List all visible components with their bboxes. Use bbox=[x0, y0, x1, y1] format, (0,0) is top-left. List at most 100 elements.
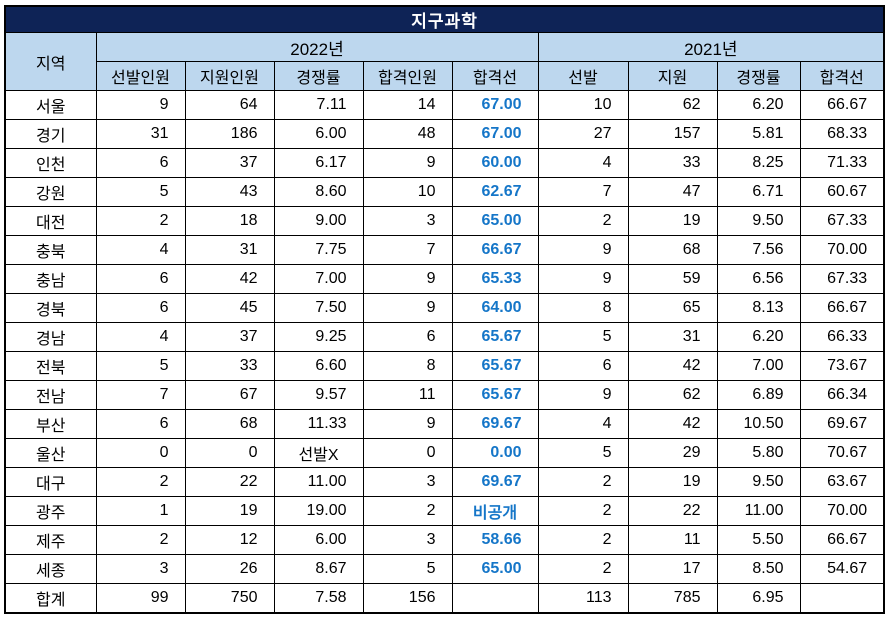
value-cell: 0 bbox=[184, 438, 275, 468]
value-cell: 65.00 bbox=[451, 206, 539, 236]
value-cell: 31 bbox=[95, 119, 186, 149]
value-cell: 29 bbox=[627, 438, 718, 468]
value-cell: 11.00 bbox=[716, 496, 801, 526]
table-row: 제주 2 12 6.00 3 58.66 2 11 5.50 66.67 bbox=[4, 525, 885, 555]
region-cell: 광주 bbox=[4, 496, 97, 526]
value-cell: 69.67 bbox=[451, 467, 539, 497]
value-cell: 6.20 bbox=[716, 90, 801, 120]
value-cell: 6 bbox=[95, 293, 186, 323]
value-cell: 4 bbox=[537, 148, 629, 178]
value-cell: 6.95 bbox=[716, 583, 801, 613]
region-cell: 부산 bbox=[4, 409, 97, 439]
value-cell: 785 bbox=[627, 583, 718, 613]
value-cell: 7 bbox=[537, 177, 629, 207]
value-cell: 71.33 bbox=[799, 148, 885, 178]
region-cell: 충남 bbox=[4, 264, 97, 294]
value-cell: 14 bbox=[362, 90, 453, 120]
value-cell: 9 bbox=[537, 235, 629, 265]
value-cell: 4 bbox=[95, 322, 186, 352]
value-cell: 67.33 bbox=[799, 264, 885, 294]
value-cell: 7.50 bbox=[273, 293, 364, 323]
value-cell: 7.11 bbox=[273, 90, 364, 120]
value-cell: 9.00 bbox=[273, 206, 364, 236]
value-cell: 9 bbox=[362, 148, 453, 178]
value-cell: 8.50 bbox=[716, 554, 801, 584]
region-cell: 합계 bbox=[4, 583, 97, 613]
table-row: 전남 7 67 9.57 11 65.67 9 62 6.89 66.34 bbox=[4, 380, 885, 410]
col-header-2022-selected: 선발인원 bbox=[95, 61, 186, 91]
table-body: 서울 9 64 7.11 14 67.00 10 62 6.20 66.67 경기 31 186 6.00… bbox=[4, 90, 885, 613]
value-cell: 66.33 bbox=[799, 322, 885, 352]
value-cell: 19 bbox=[627, 467, 718, 497]
value-cell: 19 bbox=[184, 496, 275, 526]
earth-science-stats-table: 지구과학 지역 2022년 2021년 선발인원 지원인원 경쟁률 합격인원 합… bbox=[4, 5, 886, 614]
region-cell: 인천 bbox=[4, 148, 97, 178]
value-cell: 6.89 bbox=[716, 380, 801, 410]
value-cell: 67.33 bbox=[799, 206, 885, 236]
value-cell: 7.58 bbox=[273, 583, 364, 613]
value-cell bbox=[799, 583, 885, 613]
value-cell: 48 bbox=[362, 119, 453, 149]
value-cell: 7 bbox=[362, 235, 453, 265]
value-cell: 6.00 bbox=[273, 119, 364, 149]
value-cell: 70.00 bbox=[799, 235, 885, 265]
value-cell: 2 bbox=[95, 525, 186, 555]
value-cell: 62 bbox=[627, 380, 718, 410]
value-cell: 9 bbox=[362, 409, 453, 439]
value-cell: 7.00 bbox=[716, 351, 801, 381]
value-cell: 비공개 bbox=[451, 496, 539, 526]
value-cell: 9 bbox=[95, 90, 186, 120]
value-cell: 37 bbox=[184, 322, 275, 352]
value-cell: 5.81 bbox=[716, 119, 801, 149]
value-cell: 66.67 bbox=[799, 525, 885, 555]
value-cell: 8 bbox=[537, 293, 629, 323]
value-cell: 19 bbox=[627, 206, 718, 236]
region-cell: 울산 bbox=[4, 438, 97, 468]
page: 지구과학 지역 2022년 2021년 선발인원 지원인원 경쟁률 합격인원 합… bbox=[4, 5, 886, 614]
region-cell: 강원 bbox=[4, 177, 97, 207]
col-header-2022-passed: 합격인원 bbox=[362, 61, 453, 91]
value-cell: 6 bbox=[95, 148, 186, 178]
value-cell: 66.67 bbox=[451, 235, 539, 265]
value-cell bbox=[451, 583, 539, 613]
value-cell: 26 bbox=[184, 554, 275, 584]
value-cell: 65.67 bbox=[451, 322, 539, 352]
value-cell: 8.60 bbox=[273, 177, 364, 207]
region-cell: 충북 bbox=[4, 235, 97, 265]
value-cell: 7.56 bbox=[716, 235, 801, 265]
value-cell: 66.67 bbox=[799, 293, 885, 323]
value-cell: 7 bbox=[95, 380, 186, 410]
value-cell: 6.00 bbox=[273, 525, 364, 555]
value-cell: 6.56 bbox=[716, 264, 801, 294]
region-cell: 세종 bbox=[4, 554, 97, 584]
region-column-header: 지역 bbox=[4, 32, 97, 91]
value-cell: 3 bbox=[95, 554, 186, 584]
region-cell: 전남 bbox=[4, 380, 97, 410]
value-cell: 43 bbox=[184, 177, 275, 207]
value-cell: 9.25 bbox=[273, 322, 364, 352]
region-cell: 서울 bbox=[4, 90, 97, 120]
value-cell: 67.00 bbox=[451, 90, 539, 120]
value-cell: 10 bbox=[362, 177, 453, 207]
value-cell: 2 bbox=[537, 496, 629, 526]
table-row: 충남 6 42 7.00 9 65.33 9 59 6.56 67.33 bbox=[4, 264, 885, 294]
value-cell: 70.67 bbox=[799, 438, 885, 468]
value-cell: 2 bbox=[537, 206, 629, 236]
value-cell: 67.00 bbox=[451, 119, 539, 149]
region-cell: 경기 bbox=[4, 119, 97, 149]
value-cell: 45 bbox=[184, 293, 275, 323]
table-row: 경북 6 45 7.50 9 64.00 8 65 8.13 66.67 bbox=[4, 293, 885, 323]
value-cell: 156 bbox=[362, 583, 453, 613]
table-row: 합계 99 750 7.58 156 113 785 6.95 bbox=[4, 583, 885, 613]
value-cell: 186 bbox=[184, 119, 275, 149]
table-row: 경기 31 186 6.00 48 67.00 27 157 5.81 68.33 bbox=[4, 119, 885, 149]
value-cell: 42 bbox=[627, 409, 718, 439]
region-cell: 경남 bbox=[4, 322, 97, 352]
region-cell: 전북 bbox=[4, 351, 97, 381]
value-cell: 22 bbox=[184, 467, 275, 497]
value-cell: 5 bbox=[362, 554, 453, 584]
region-cell: 경북 bbox=[4, 293, 97, 323]
value-cell: 2 bbox=[537, 467, 629, 497]
year-2022-header: 2022년 bbox=[95, 32, 539, 62]
value-cell: 5 bbox=[537, 322, 629, 352]
